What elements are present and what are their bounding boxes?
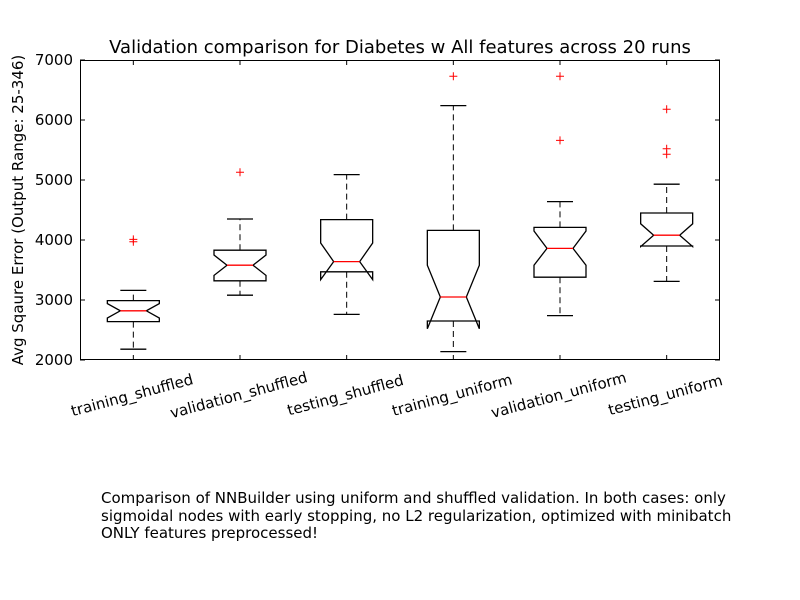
outlier-point (556, 136, 564, 145)
box (640, 212, 694, 249)
caption-line-2: sigmoidal nodes with early stopping, no … (101, 506, 732, 525)
box (106, 299, 160, 323)
y-axis-label: Avg Sqaure Error (Output Range: 25-346) (9, 55, 27, 366)
outlier-point (129, 235, 138, 244)
outlier-point (449, 72, 458, 81)
box (213, 249, 267, 282)
y-tick-label: 2000 (35, 351, 73, 369)
outlier-point (236, 168, 244, 177)
y-tick-label: 6000 (35, 111, 73, 129)
figure-caption: Comparison of NNBuilder using uniform an… (101, 490, 800, 550)
outlier-point (662, 105, 671, 114)
y-tick-label: 7000 (35, 51, 73, 69)
caption-line-1: Comparison of NNBuilder using uniform an… (101, 490, 726, 507)
box (426, 229, 480, 330)
caption-line-3: ONLY features preprocessed! (101, 524, 319, 542)
chart-title: Validation comparison for Diabetes w All… (109, 37, 691, 58)
box (533, 226, 587, 278)
plot-frame (80, 60, 720, 360)
y-tick-label: 4000 (35, 231, 73, 249)
outlier-point (556, 72, 564, 81)
box (320, 218, 374, 282)
outlier-point (662, 144, 671, 153)
y-tick-label: 3000 (35, 291, 73, 309)
plot-area: 200030004000500060007000training_shuffle… (35, 51, 725, 423)
y-tick-label: 5000 (35, 171, 73, 189)
